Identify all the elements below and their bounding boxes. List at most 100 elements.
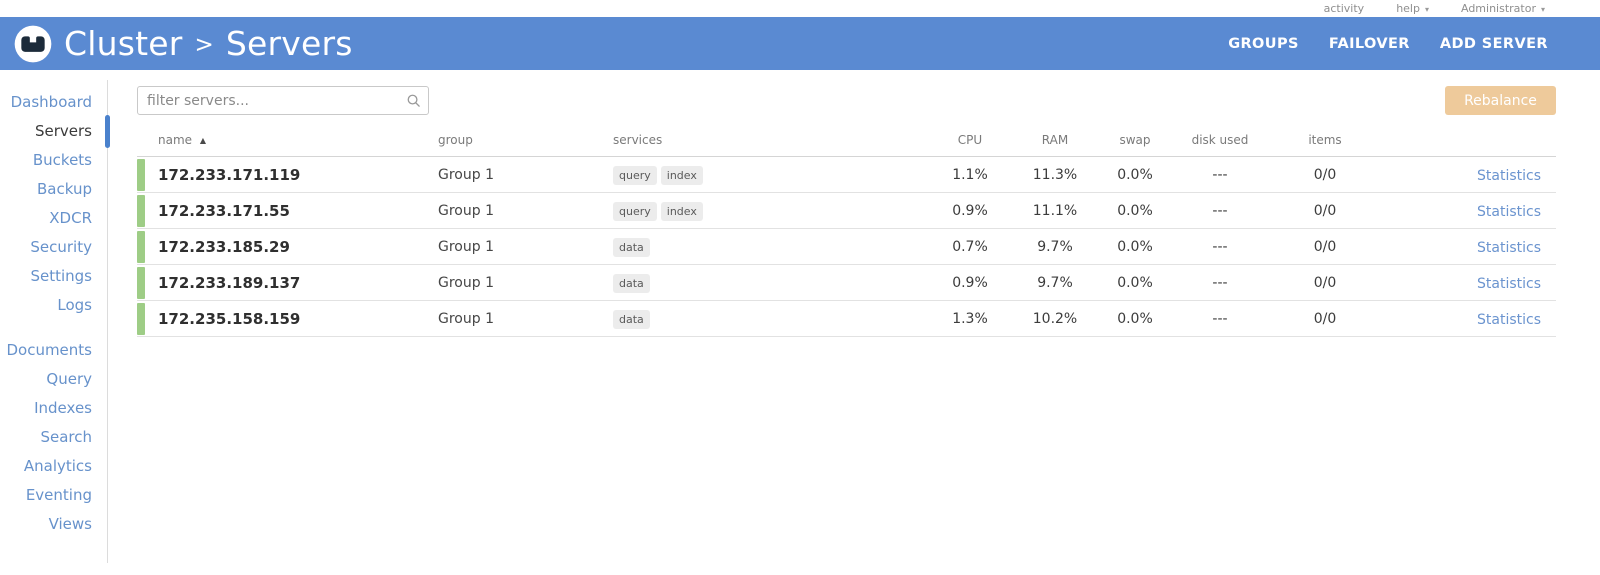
- sidebar-item-indexes[interactable]: Indexes: [34, 399, 92, 417]
- statistics-link[interactable]: Statistics: [1477, 204, 1541, 220]
- sidebar-item-search[interactable]: Search: [40, 428, 92, 446]
- chevron-right-icon: >: [194, 31, 214, 58]
- chevron-down-icon: ▾: [1424, 5, 1429, 14]
- sidebar-item-documents[interactable]: Documents: [6, 341, 92, 359]
- server-group: Group 1: [425, 300, 600, 337]
- statistics-cell: Statistics: [1380, 228, 1556, 265]
- statistics-cell: Statistics: [1380, 192, 1556, 229]
- help-menu[interactable]: help ▾: [1396, 2, 1429, 15]
- server-cpu: 1.1%: [930, 156, 1010, 193]
- server-row[interactable]: 172.235.158.159 Group 1 data 1.3% 10.2% …: [137, 300, 1556, 337]
- sidebar-item-backup[interactable]: Backup: [37, 180, 92, 198]
- status-cell: [137, 264, 145, 301]
- sidebar-item-settings[interactable]: Settings: [30, 267, 92, 285]
- server-swap: 0.0%: [1100, 156, 1170, 193]
- server-disk-used: ---: [1170, 192, 1270, 229]
- statistics-link[interactable]: Statistics: [1477, 240, 1541, 256]
- search-icon: [407, 94, 420, 107]
- column-header-services[interactable]: services: [600, 127, 930, 157]
- server-row[interactable]: 172.233.189.137 Group 1 data 0.9% 9.7% 0…: [137, 264, 1556, 301]
- server-services: query index: [600, 192, 930, 229]
- sidebar-item-xdcr[interactable]: XDCR: [49, 209, 92, 227]
- column-header-name[interactable]: name ▲: [145, 127, 425, 157]
- top-utility-bar: activity help ▾ Administrator ▾: [0, 0, 1600, 17]
- server-disk-used: ---: [1170, 156, 1270, 193]
- server-cpu: 0.9%: [930, 192, 1010, 229]
- data-service-badge: data: [613, 238, 650, 257]
- column-header-items[interactable]: items: [1270, 127, 1380, 157]
- server-swap: 0.0%: [1100, 300, 1170, 337]
- server-items: 0/0: [1270, 264, 1380, 301]
- server-row[interactable]: 172.233.171.55 Group 1 query index 0.9% 1…: [137, 192, 1556, 229]
- statistics-link[interactable]: Statistics: [1477, 276, 1541, 292]
- sidebar-item-views[interactable]: Views: [48, 515, 92, 533]
- sidebar-item-servers[interactable]: Servers: [0, 115, 110, 148]
- column-header-swap[interactable]: swap: [1100, 127, 1170, 157]
- healthy-status-indicator: [137, 302, 145, 335]
- server-ram: 10.2%: [1010, 300, 1100, 337]
- server-row[interactable]: 172.233.185.29 Group 1 data 0.7% 9.7% 0.…: [137, 228, 1556, 265]
- column-header-disk-used[interactable]: disk used: [1170, 127, 1270, 157]
- server-services: data: [600, 300, 930, 337]
- sidebar-item-logs[interactable]: Logs: [57, 296, 92, 314]
- server-cpu: 1.3%: [930, 300, 1010, 337]
- app-header: Cluster > Servers GROUPS FAILOVER ADD SE…: [0, 17, 1600, 70]
- healthy-status-indicator: [137, 266, 145, 299]
- query-service-badge: query: [613, 166, 657, 185]
- statistics-cell: Statistics: [1380, 300, 1556, 337]
- sidebar-item-buckets[interactable]: Buckets: [32, 151, 92, 169]
- server-ram: 9.7%: [1010, 228, 1100, 265]
- user-label: Administrator: [1460, 2, 1536, 15]
- healthy-status-indicator: [137, 230, 145, 263]
- status-cell: [137, 192, 145, 229]
- sidebar-group-data: Documents Query Indexes Search Analytics Even…: [0, 336, 107, 539]
- main-content: Rebalance name ▲ group services CPU: [107, 70, 1600, 575]
- server-name: 172.235.158.159: [145, 300, 425, 337]
- index-service-badge: index: [660, 202, 703, 221]
- server-ram: 11.1%: [1010, 192, 1100, 229]
- index-service-badge: index: [660, 166, 703, 185]
- servers-table: name ▲ group services CPU RAM swap disk …: [137, 127, 1556, 337]
- server-name: 172.233.171.55: [145, 192, 425, 229]
- server-cpu: 0.7%: [930, 228, 1010, 265]
- server-swap: 0.0%: [1100, 264, 1170, 301]
- server-name: 172.233.189.137: [145, 264, 425, 301]
- sidebar-item-analytics[interactable]: Analytics: [23, 457, 92, 475]
- server-services: data: [600, 228, 930, 265]
- breadcrumb: Cluster > Servers: [64, 24, 353, 63]
- server-disk-used: ---: [1170, 228, 1270, 265]
- query-service-badge: query: [613, 202, 657, 221]
- statistics-link[interactable]: Statistics: [1477, 312, 1541, 328]
- server-group: Group 1: [425, 192, 600, 229]
- server-group: Group 1: [425, 156, 600, 193]
- statistics-link[interactable]: Statistics: [1477, 168, 1541, 184]
- healthy-status-indicator: [137, 158, 145, 191]
- rebalance-button[interactable]: Rebalance: [1445, 86, 1556, 115]
- server-items: 0/0: [1270, 192, 1380, 229]
- sidebar-item-query[interactable]: Query: [46, 370, 92, 388]
- server-ram: 9.7%: [1010, 264, 1100, 301]
- user-menu[interactable]: Administrator ▾: [1461, 2, 1545, 15]
- column-header-cpu[interactable]: CPU: [930, 127, 1010, 157]
- chevron-down-icon: ▾: [1540, 5, 1545, 14]
- groups-button[interactable]: GROUPS: [1228, 35, 1299, 52]
- status-cell: [137, 228, 145, 265]
- failover-button[interactable]: FAILOVER: [1328, 35, 1410, 52]
- couchbase-logo-icon: [13, 24, 53, 64]
- server-swap: 0.0%: [1100, 228, 1170, 265]
- help-label: help: [1396, 2, 1420, 15]
- server-ram: 11.3%: [1010, 156, 1100, 193]
- sidebar-item-security[interactable]: Security: [30, 238, 92, 256]
- filter-servers-input[interactable]: [137, 86, 429, 115]
- server-row[interactable]: 172.233.171.119 Group 1 query index 1.1% …: [137, 156, 1556, 193]
- column-header-group[interactable]: group: [425, 127, 600, 157]
- server-services: data: [600, 264, 930, 301]
- status-cell: [137, 300, 145, 337]
- sidebar-item-eventing[interactable]: Eventing: [25, 486, 92, 504]
- page-title: Servers: [225, 24, 353, 63]
- column-header-ram[interactable]: RAM: [1010, 127, 1100, 157]
- add-server-button[interactable]: ADD SERVER: [1439, 35, 1548, 52]
- activity-link[interactable]: activity: [1324, 2, 1365, 15]
- sidebar-item-dashboard[interactable]: Dashboard: [10, 93, 92, 111]
- status-cell: [137, 156, 145, 193]
